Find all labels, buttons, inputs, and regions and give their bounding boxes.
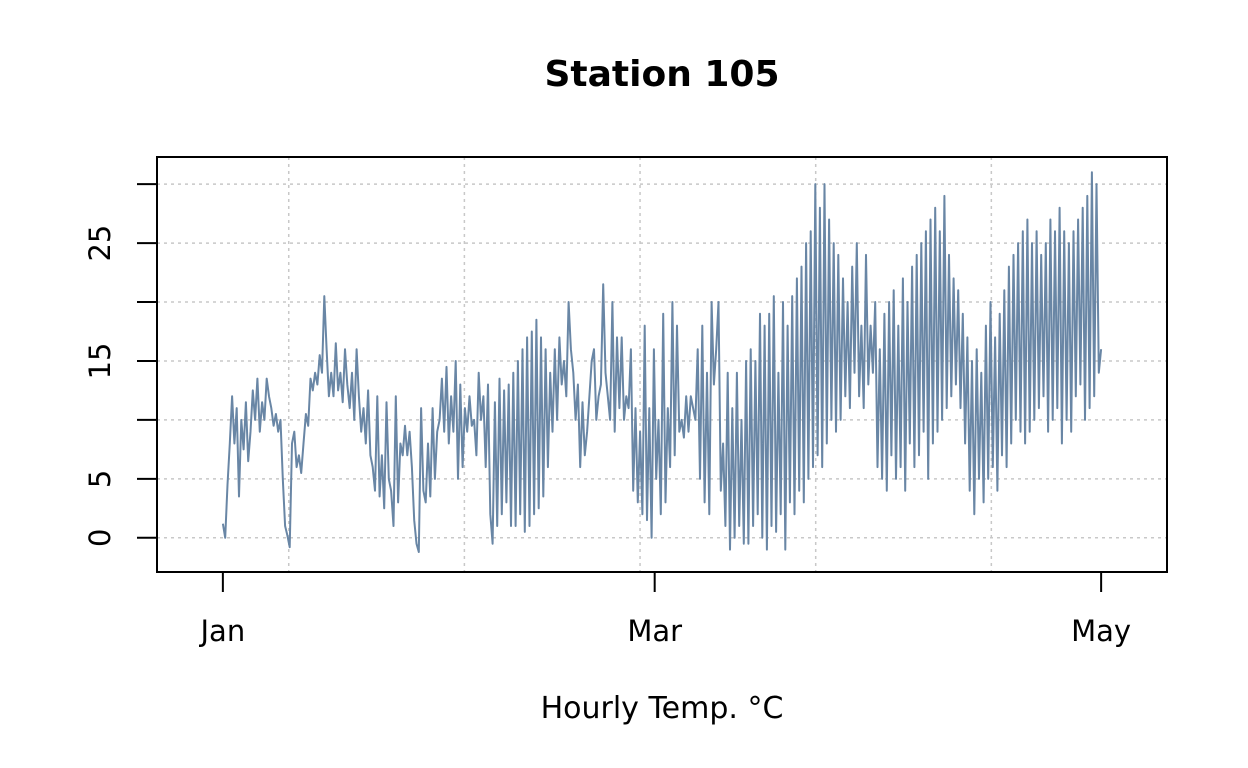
y-axis: 0 5 15 25 (83, 183, 157, 547)
series-line (221, 171, 1103, 553)
y-tick-label: 15 (83, 343, 117, 380)
y-tick-label: 0 (83, 529, 117, 547)
y-tick-label: 5 (83, 470, 117, 488)
x-tick-label: Jan (199, 614, 246, 648)
x-tick-label: Mar (627, 614, 682, 648)
x-tick-label: May (1071, 614, 1131, 648)
chart-title: Station 105 (544, 54, 780, 95)
x-axis-label: Hourly Temp. °C (541, 691, 784, 726)
plot-box (156, 156, 1168, 573)
y-tick-label: 25 (83, 225, 117, 262)
x-axis: Jan Mar May (199, 572, 1131, 648)
